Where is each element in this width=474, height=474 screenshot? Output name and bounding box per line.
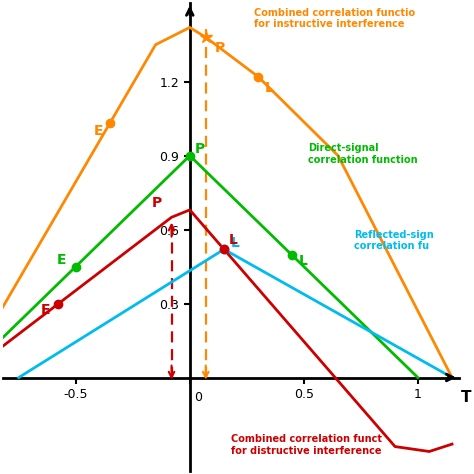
Text: P: P xyxy=(215,41,225,55)
Text: L: L xyxy=(299,255,308,268)
Text: Combined correlation functio
for instructive interference: Combined correlation functio for instruc… xyxy=(254,8,415,29)
Text: E: E xyxy=(41,303,51,317)
Text: 0: 0 xyxy=(194,391,202,404)
Text: P: P xyxy=(194,142,205,156)
Text: E: E xyxy=(57,253,67,267)
Text: T: T xyxy=(461,390,472,405)
Text: Reflected-sign
correlation fu: Reflected-sign correlation fu xyxy=(354,229,434,251)
Text: P: P xyxy=(152,196,163,210)
Text: L: L xyxy=(265,81,274,94)
Text: L: L xyxy=(228,233,237,247)
Text: L: L xyxy=(231,236,240,250)
Text: Direct-signal
correlation function: Direct-signal correlation function xyxy=(309,143,418,165)
Text: E: E xyxy=(94,124,103,138)
Text: Combined correlation funct
for distructive interference: Combined correlation funct for distructi… xyxy=(231,434,382,456)
